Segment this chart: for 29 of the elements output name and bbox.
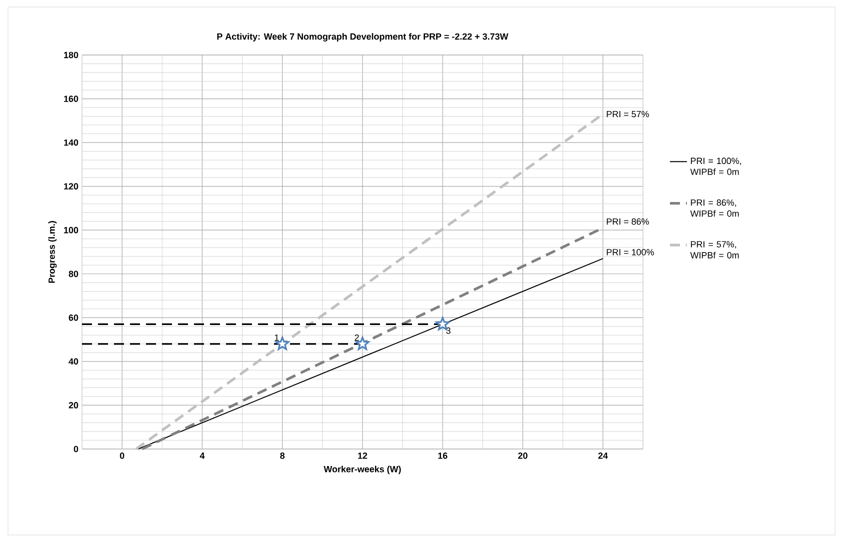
annotation: PRI = 100%: [606, 249, 654, 256]
x-tick-label: 0: [120, 452, 124, 459]
y-tick-label: 40: [68, 358, 78, 365]
legend-label: PRI = 86%, WIPBf = 0m: [690, 199, 739, 217]
y-tick-label: 80: [68, 270, 78, 278]
y-tick-label: 120: [64, 183, 78, 190]
y-axis-title: Progress (l.m.): [48, 221, 57, 283]
x-tick-label: 12: [358, 452, 368, 459]
y-tick-label: 60: [68, 314, 78, 321]
y-tick-label: 20: [68, 402, 78, 408]
annotation: 3: [446, 327, 450, 334]
x-tick-label: 8: [280, 452, 285, 459]
annotation: PRI = 57%: [606, 110, 649, 118]
y-tick-label: 0: [74, 446, 78, 452]
annotation: PRI = 86%: [606, 218, 649, 225]
x-tick-label: 16: [438, 452, 448, 459]
x-tick-label: 24: [598, 452, 608, 459]
x-axis-title: Worker-weeks (W): [324, 466, 401, 474]
y-tick-label: 140: [64, 139, 78, 146]
y-tick-label: 160: [64, 96, 78, 102]
y-tick-label: 180: [64, 52, 78, 58]
legend-label: PRI = 57%, WIPBf = 0m: [690, 241, 739, 258]
annotation: 2: [354, 334, 359, 341]
annotation: 1: [274, 334, 279, 341]
x-tick-label: 20: [518, 452, 528, 459]
chart-title: P Activity: Week 7 Nomograph Development for PRP = -2.22 + 3.73W: [217, 33, 508, 42]
x-tick-label: 4: [200, 452, 205, 459]
legend-label: PRI = 100%, WIPBf = 0m: [690, 158, 741, 175]
y-tick-label: 100: [64, 226, 78, 234]
